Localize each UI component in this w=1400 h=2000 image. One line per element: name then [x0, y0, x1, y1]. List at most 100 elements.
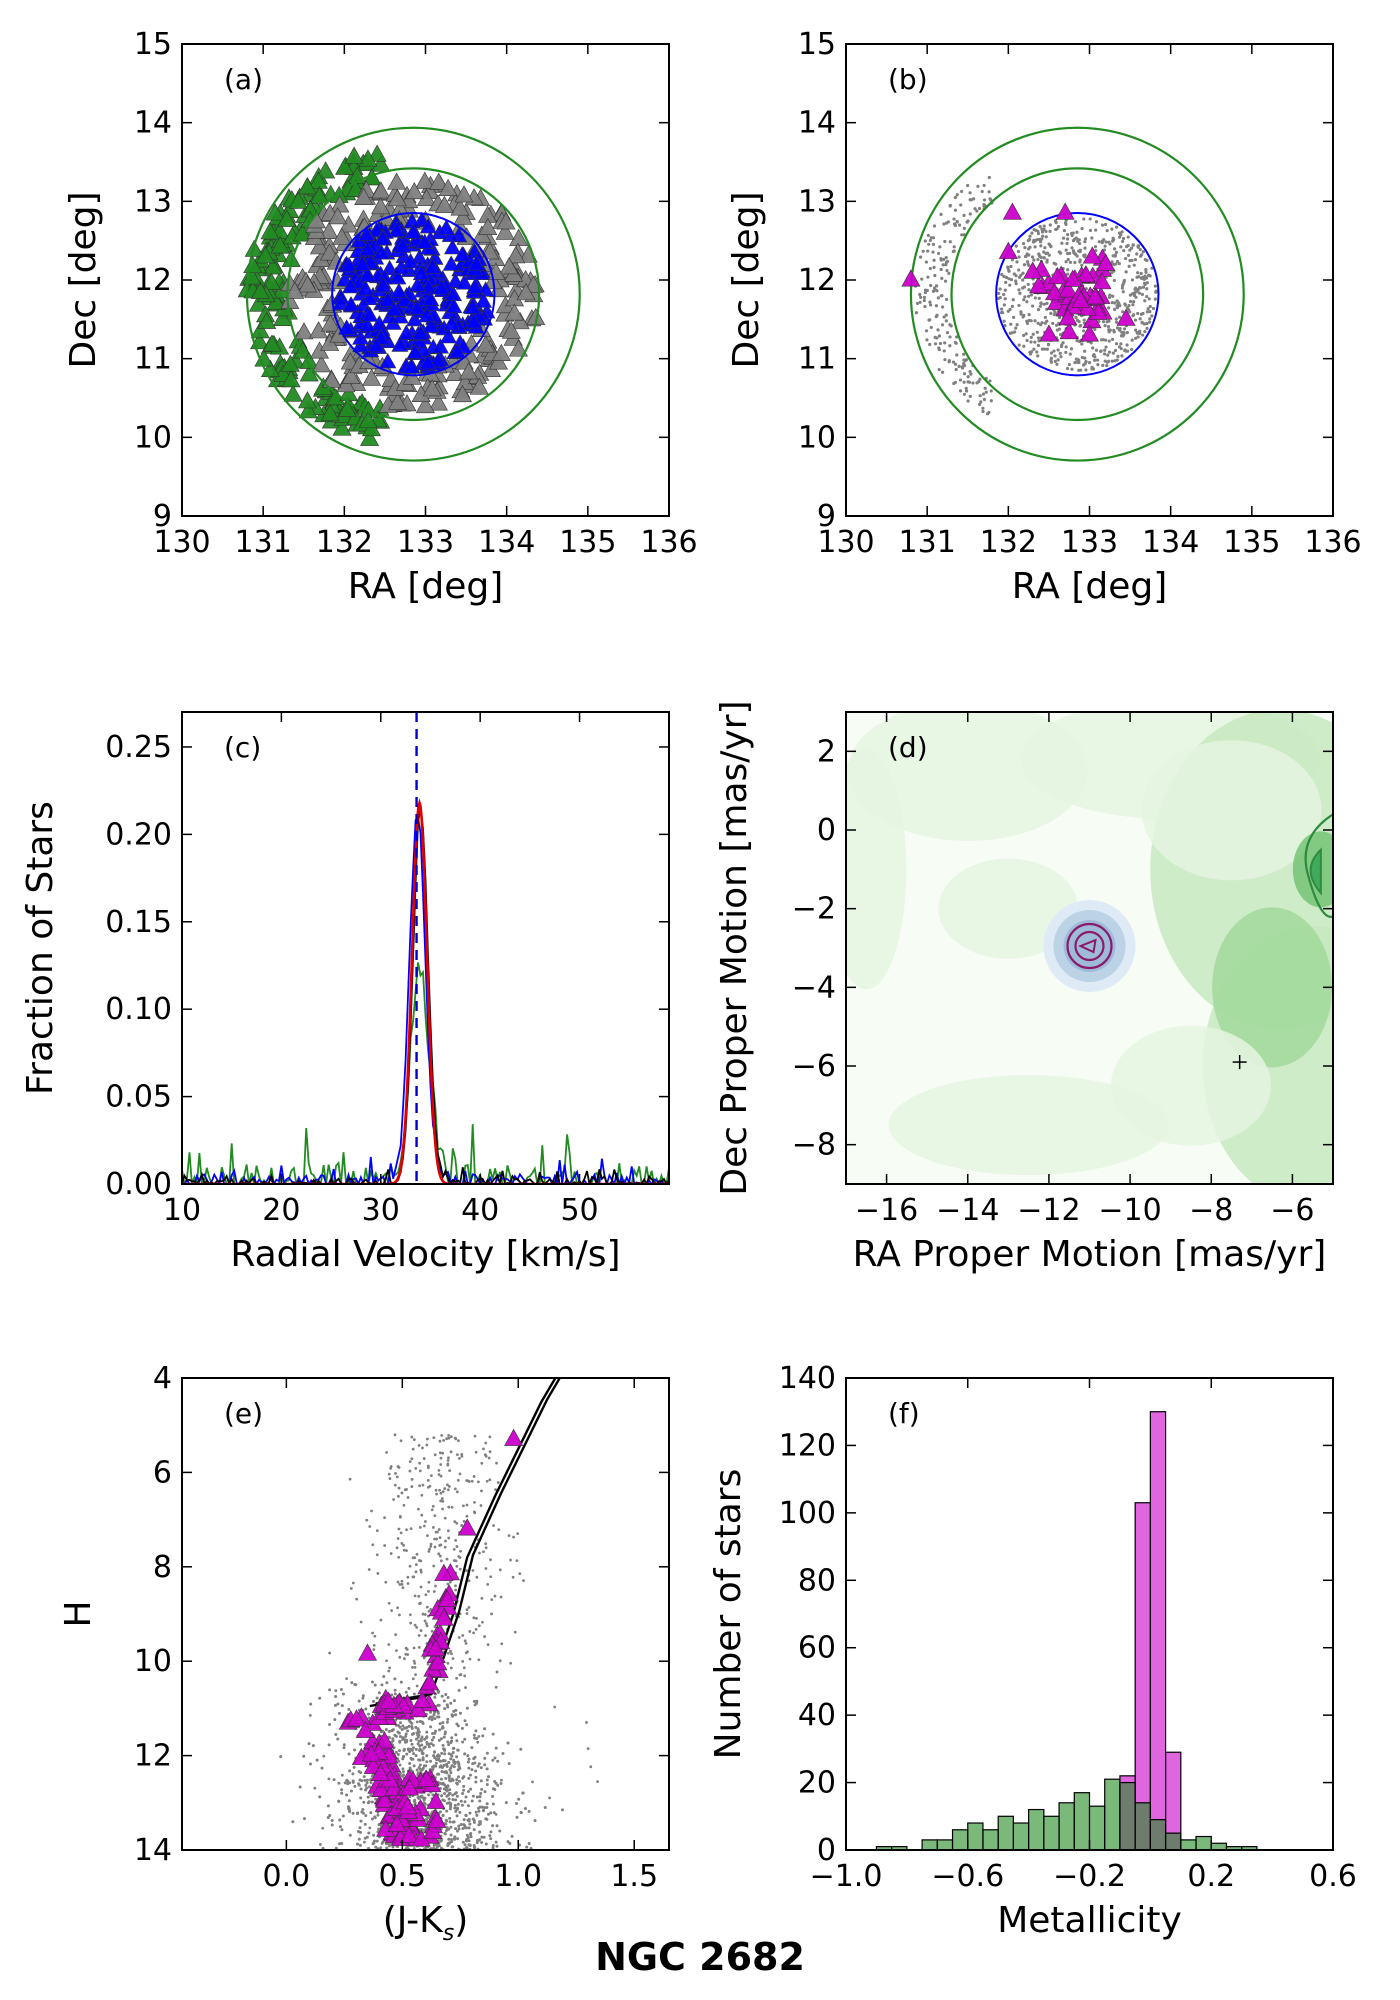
field-dot: [340, 1773, 344, 1777]
field-dot: [322, 1754, 326, 1758]
background-dot: [1036, 237, 1040, 242]
background-dot: [1121, 236, 1126, 241]
background-dot: [942, 349, 946, 353]
y-tick-label: 20: [798, 1766, 836, 1801]
field-dot: [450, 1505, 454, 1509]
field-dot: [446, 1459, 450, 1462]
background-dot: [982, 183, 986, 188]
field-dot: [362, 1775, 366, 1779]
background-dot: [1028, 352, 1033, 356]
field-dot: [405, 1528, 408, 1532]
x-tick-label: 1.5: [610, 1859, 658, 1894]
field-dot: [455, 1722, 459, 1726]
y-tick-label: 12: [134, 1739, 172, 1774]
background-dot: [1072, 251, 1077, 256]
background-dot: [1111, 294, 1115, 298]
background-dot: [1067, 362, 1071, 367]
inner-triangle: [397, 324, 415, 340]
background-dot: [1114, 225, 1119, 229]
background-dot: [978, 377, 982, 381]
background-dot: [1114, 317, 1118, 321]
field-dot: [387, 1852, 390, 1855]
background-dot: [1107, 319, 1111, 323]
field-dot: [442, 1853, 445, 1856]
x-axis-label: RA [deg]: [348, 566, 504, 607]
field-dot: [403, 1657, 406, 1661]
y-tick-label: 0: [817, 1833, 836, 1868]
field-dot: [452, 1765, 456, 1769]
field-dot: [442, 1792, 446, 1796]
field-dot: [445, 1720, 449, 1724]
field-dot: [416, 1742, 420, 1746]
x-tick-label: −16: [855, 1193, 918, 1228]
background-dot: [1126, 235, 1130, 239]
background-dot: [1017, 288, 1021, 292]
background-dot: [1110, 359, 1114, 363]
background-dot: [1115, 326, 1120, 330]
background-dot: [929, 325, 933, 330]
panel-c: 10 20 30 40 500.000.050.100.150.200.25 (c)Rad…: [20, 711, 670, 1275]
field-dot: [366, 1795, 370, 1799]
field-dot: [375, 1529, 379, 1533]
field-dot: [328, 1688, 332, 1692]
background-dot: [1055, 362, 1059, 366]
background-dot: [1049, 311, 1053, 316]
background-dot: [925, 338, 929, 342]
field-dot: [457, 1456, 461, 1460]
field-dot: [504, 1801, 508, 1805]
background-dot: [952, 217, 956, 221]
inner-triangle: [442, 255, 460, 271]
field-dot: [419, 1629, 423, 1632]
background-dot: [1096, 363, 1100, 367]
y-tick-label: 12: [798, 263, 836, 298]
field-dot: [351, 1581, 355, 1585]
field-dot: [405, 1488, 408, 1491]
background-dot: [987, 175, 991, 180]
background-dot: [918, 300, 922, 304]
field-dot: [495, 1670, 499, 1674]
background-dot: [1018, 291, 1022, 295]
field-dot: [453, 1851, 456, 1854]
background-dot: [1036, 231, 1041, 236]
field-bar: [967, 1822, 984, 1850]
background-dot: [1065, 366, 1070, 371]
y-tick-label: 80: [798, 1563, 836, 1598]
background-dot: [1094, 220, 1099, 224]
background-dot: [1141, 333, 1145, 337]
field-triangle: [299, 364, 319, 382]
background-dot: [1014, 244, 1018, 248]
background-dot: [1073, 220, 1078, 224]
x-tick-label: 131: [899, 525, 956, 560]
inner-triangle: [353, 255, 371, 271]
background-dot: [1146, 307, 1150, 311]
field-dot: [420, 1743, 424, 1747]
field-dot: [365, 1518, 369, 1522]
field-dot: [414, 1725, 418, 1729]
field-dot: [513, 1630, 517, 1634]
field-dot: [464, 1686, 467, 1689]
field-dot: [444, 1539, 447, 1543]
member-triangle: [1063, 269, 1083, 287]
background-dot: [1113, 301, 1117, 305]
background-dot: [985, 412, 990, 416]
field-dot: [477, 1734, 481, 1738]
background-dot: [942, 222, 946, 226]
background-dot: [943, 239, 947, 244]
field-dot: [472, 1699, 476, 1703]
background-dot: [1033, 319, 1037, 323]
field-dot: [434, 1761, 438, 1765]
field-dot: [385, 1451, 388, 1454]
background-dot: [1012, 272, 1016, 276]
field-dot: [398, 1734, 402, 1738]
field-dot: [439, 1846, 443, 1850]
background-dot: [1048, 229, 1052, 233]
field-dot: [349, 1587, 353, 1590]
field-dot: [353, 1784, 357, 1788]
background-dot: [1112, 278, 1116, 283]
field-dot: [432, 1735, 436, 1739]
field-dot: [369, 1781, 373, 1785]
inner-triangle: [432, 279, 450, 295]
background-dot: [931, 250, 935, 254]
background-dot: [1127, 303, 1131, 308]
field-dot: [340, 1788, 344, 1792]
